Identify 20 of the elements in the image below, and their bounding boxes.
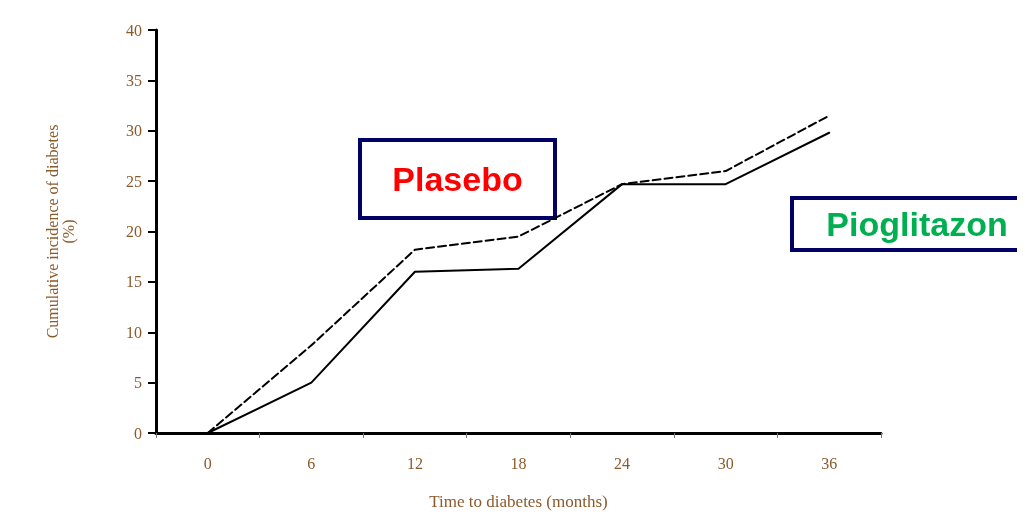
y-tick-label: 0	[134, 424, 142, 442]
y-tick-label: 40	[126, 21, 142, 39]
x-tick-label: 12	[406, 454, 423, 472]
y-tick-label: 25	[126, 172, 142, 190]
y-axis-title: Cumulative incidence of diabetes (%)	[43, 124, 78, 339]
y-tick-label: 5	[134, 374, 142, 392]
series-label: Plasebo	[392, 160, 523, 198]
y-tick-label: 35	[126, 71, 142, 89]
x-tick-label: 6	[307, 454, 316, 472]
series-label: Pioglitazon	[826, 205, 1008, 243]
y-tick-label: 15	[126, 273, 142, 291]
x-tick-label: 36	[821, 454, 838, 472]
y-tick-label: 10	[126, 323, 142, 341]
y-tick-label: 20	[126, 223, 142, 240]
y-tick-label: 30	[126, 122, 142, 140]
x-tick-label: 0	[203, 454, 212, 472]
x-tick-label: 18	[510, 454, 527, 472]
x-tick-label: 30	[717, 454, 734, 472]
x-axis-title: Time to diabetes (months)	[429, 492, 608, 511]
x-tick-label: 24	[614, 454, 631, 472]
